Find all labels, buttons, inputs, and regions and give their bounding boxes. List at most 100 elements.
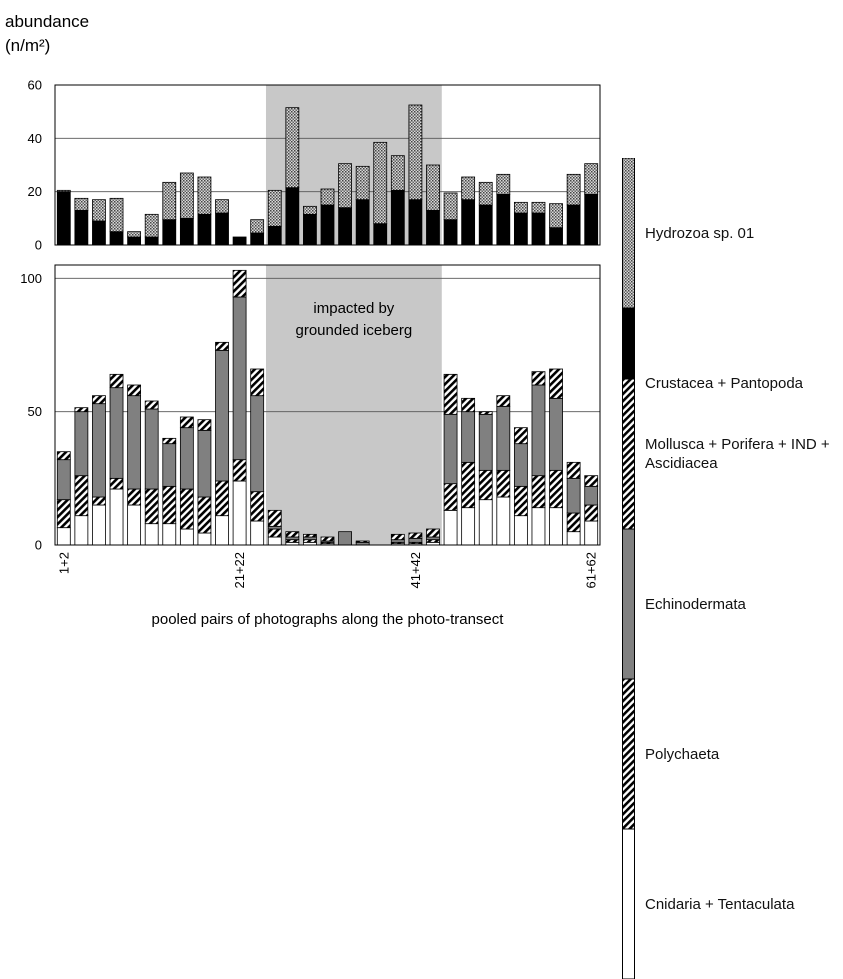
- swatch-fill: [622, 529, 635, 679]
- bar-segment: [56, 527, 71, 546]
- bar-segment: [250, 368, 265, 397]
- plot-frame: [54, 84, 601, 246]
- bar-segment: [338, 531, 352, 546]
- swatch: [622, 529, 635, 679]
- bar-segment: [373, 141, 388, 225]
- bar-segment: [338, 207, 352, 246]
- bar-segment: [408, 537, 423, 543]
- bar-segment: [197, 429, 212, 498]
- bar-segment: [127, 395, 142, 490]
- bar-segment: [461, 199, 476, 246]
- bar-segment: [549, 397, 563, 471]
- bar-segment: [127, 231, 142, 238]
- bar-segment: [478, 411, 493, 415]
- bar-segment: [390, 539, 405, 543]
- bar-segment: [461, 411, 476, 463]
- bar-segment: [320, 204, 335, 246]
- bar-segment: [127, 236, 142, 246]
- legend-swatch: [622, 379, 635, 529]
- legend-item: Mollusca + Porifera + IND + Ascidiacea: [622, 379, 843, 529]
- swatch: [622, 379, 635, 529]
- bar-segment: [478, 499, 493, 546]
- chart: 0 20 40 60 abundance (n/m²) 0 50 100 1+2 21+22 41+4…: [5, 12, 601, 628]
- bar-segment: [513, 427, 528, 445]
- bar-segment: [232, 480, 247, 546]
- bar-segment: [232, 459, 247, 482]
- bar-segment: [443, 413, 458, 485]
- bar-segment: [250, 232, 265, 246]
- bar-segment: [513, 201, 528, 214]
- legend-label: Crustacea + Pantopoda: [645, 374, 804, 392]
- bar-segment: [144, 488, 159, 525]
- bar-segment: [162, 437, 177, 445]
- bar-segment: [513, 485, 528, 517]
- bar-segment: [303, 539, 317, 543]
- bar-segment: [496, 173, 511, 195]
- bar-segment: [267, 536, 282, 546]
- bar-segment: [250, 219, 265, 234]
- bar-segment: [92, 504, 106, 546]
- legend-swatch: [622, 529, 635, 679]
- bar-segment: [531, 507, 546, 546]
- bar-segment: [408, 199, 423, 246]
- bar-segment: [92, 395, 106, 405]
- bar-segment: [426, 536, 440, 541]
- bar-segment: [179, 416, 194, 429]
- bar-segment: [74, 515, 89, 546]
- annotation: impacted by: [313, 300, 394, 317]
- legend-swatch: [622, 158, 635, 308]
- bar-segment: [443, 483, 458, 511]
- bar-segment: [478, 413, 493, 471]
- bar-segment: [549, 507, 563, 546]
- y-tick-label: 60: [28, 78, 42, 93]
- bar-segment: [250, 491, 265, 522]
- bar-segment: [496, 496, 511, 546]
- bar-segment: [162, 181, 177, 221]
- bar-segment: [303, 213, 317, 246]
- bar-segment: [285, 531, 300, 538]
- legend-item: Polychaeta: [622, 679, 843, 829]
- bar-segment: [584, 163, 599, 195]
- swatch: [622, 829, 635, 979]
- bar-segment: [531, 384, 546, 477]
- legend-label: Hydrozoa sp. 01: [645, 224, 755, 242]
- legend-swatch: [622, 679, 635, 829]
- bar-segment: [531, 475, 546, 509]
- bar-segment: [285, 187, 300, 246]
- bar-segment: [584, 520, 599, 546]
- bar-segment: [179, 528, 194, 546]
- plot-frame: [54, 264, 601, 546]
- bar-segment: [179, 488, 194, 530]
- bar-segment: [531, 371, 546, 386]
- bar-segment: [232, 236, 247, 246]
- bar-segment: [92, 496, 106, 506]
- bar-segment: [74, 475, 89, 517]
- swatch-fill: [622, 158, 635, 308]
- annotation: grounded iceberg: [295, 322, 412, 339]
- bar-segment: [56, 451, 71, 461]
- bar-segment: [197, 496, 212, 534]
- bar-segment: [549, 203, 563, 229]
- bar-segment: [478, 469, 493, 501]
- bar-segment: [127, 504, 142, 546]
- bar-segment: [197, 176, 212, 215]
- bar-segment: [267, 528, 282, 538]
- bar-segment: [373, 223, 388, 246]
- bar-segment: [478, 204, 493, 246]
- bar-segment: [549, 368, 563, 399]
- bar-segment: [426, 539, 440, 543]
- bar-segment: [426, 164, 440, 211]
- bar-segment: [549, 469, 563, 509]
- bar-segment: [74, 197, 89, 211]
- bar-segment: [109, 197, 124, 233]
- bar-segment: [461, 507, 476, 546]
- bar-segment: [197, 419, 212, 431]
- bar-segment: [285, 539, 300, 543]
- y-tick-label: 40: [28, 131, 42, 146]
- legend: Mollusca + Porifera + IND + Ascidiacea Ec…: [622, 379, 843, 979]
- bar-segment: [144, 408, 159, 490]
- bar-segment: [215, 349, 229, 482]
- page: {"chart_data": [ {"type": "bar", "stacke…: [5, 12, 830, 979]
- bar-segment: [285, 107, 300, 189]
- bar-segment: [531, 201, 546, 214]
